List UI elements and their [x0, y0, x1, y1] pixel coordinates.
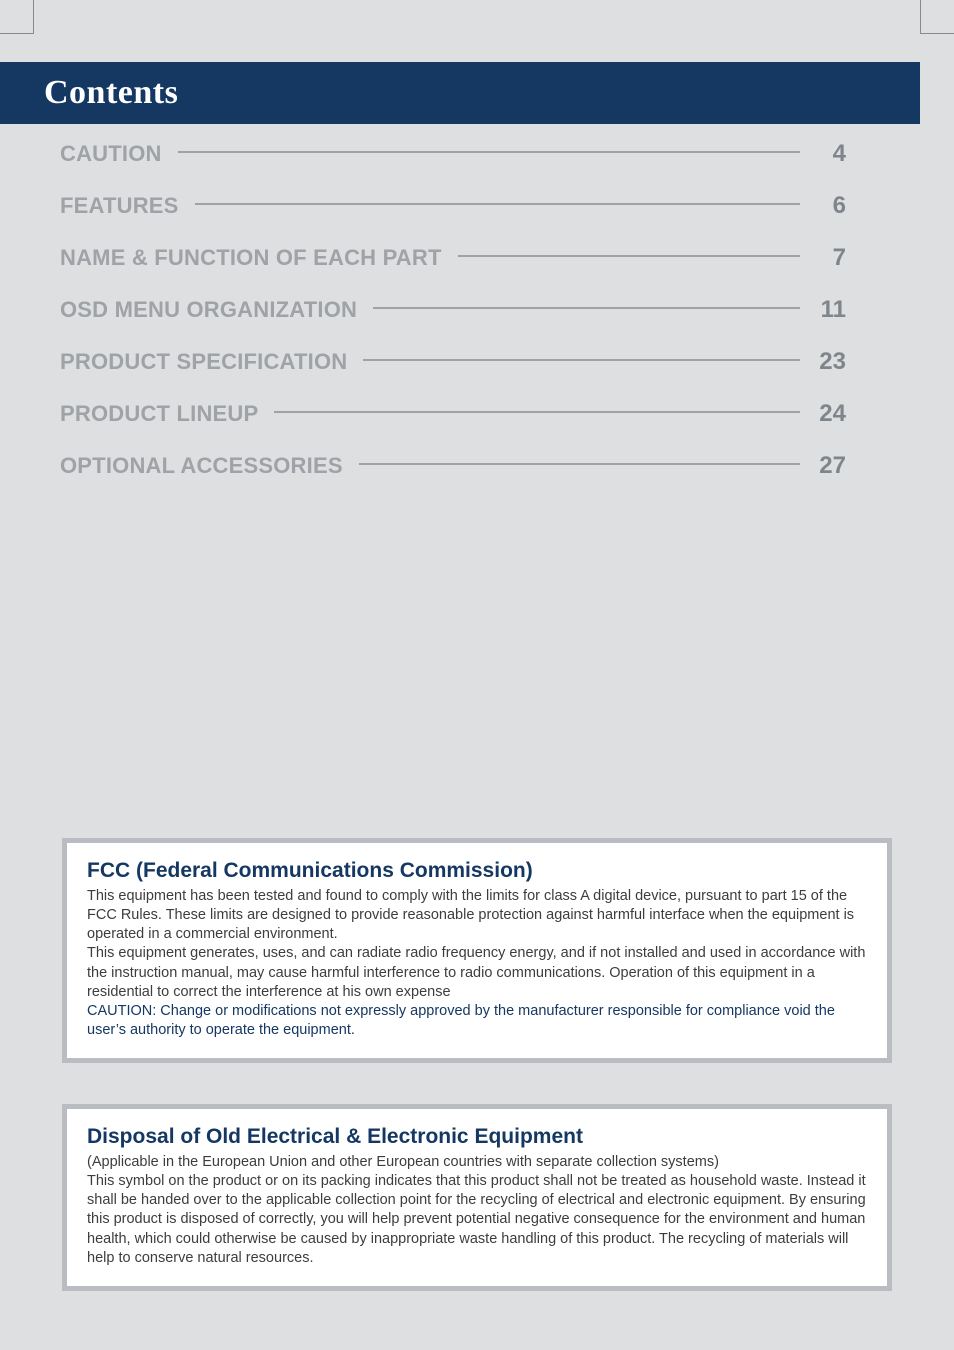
- toc-label: PRODUCT SPECIFICATION: [60, 349, 347, 375]
- toc-leader: [373, 307, 800, 309]
- weee-body: This symbol on the product or on its pac…: [87, 1172, 867, 1268]
- toc-row: OSD MENU ORGANIZATION 11: [60, 296, 846, 324]
- fcc-paragraph-1: This equipment has been tested and found…: [87, 887, 867, 944]
- crop-mark-top-right: [920, 0, 954, 34]
- toc-label: NAME & FUNCTION OF EACH PART: [60, 245, 442, 271]
- toc-page: 4: [812, 140, 846, 168]
- toc-leader: [195, 203, 800, 205]
- toc-leader: [178, 151, 800, 153]
- toc-page: 27: [812, 452, 846, 480]
- weee-title: Disposal of Old Electrical & Electronic …: [87, 1125, 867, 1149]
- toc-page: 7: [812, 244, 846, 272]
- toc-row: CAUTION 4: [60, 140, 846, 168]
- page-title: Contents: [44, 74, 178, 112]
- toc-row: PRODUCT LINEUP 24: [60, 400, 846, 428]
- crop-mark-top-left: [0, 0, 34, 34]
- toc-label: CAUTION: [60, 141, 162, 167]
- fcc-caution: CAUTION: Change or modifications not exp…: [87, 1002, 867, 1040]
- toc-leader: [359, 463, 800, 465]
- toc-label: FEATURES: [60, 193, 179, 219]
- weee-notice-box: Disposal of Old Electrical & Electronic …: [62, 1104, 892, 1291]
- toc-row: NAME & FUNCTION OF EACH PART 7: [60, 244, 846, 272]
- toc-row: PRODUCT SPECIFICATION 23: [60, 348, 846, 376]
- fcc-notice-box: FCC (Federal Communications Commission) …: [62, 838, 892, 1063]
- toc-page: 11: [812, 296, 846, 324]
- table-of-contents: CAUTION 4 FEATURES 6 NAME & FUNCTION OF …: [60, 140, 846, 504]
- toc-page: 24: [812, 400, 846, 428]
- header-bar: Contents: [0, 62, 920, 124]
- toc-label: OPTIONAL ACCESSORIES: [60, 453, 343, 479]
- toc-leader: [363, 359, 800, 361]
- toc-row: FEATURES 6: [60, 192, 846, 220]
- toc-page: 6: [812, 192, 846, 220]
- toc-leader: [458, 255, 800, 257]
- toc-leader: [274, 411, 800, 413]
- fcc-paragraph-2: This equipment generates, uses, and can …: [87, 944, 867, 1001]
- toc-label: PRODUCT LINEUP: [60, 401, 258, 427]
- toc-page: 23: [812, 348, 846, 376]
- fcc-title: FCC (Federal Communications Commission): [87, 859, 867, 883]
- toc-row: OPTIONAL ACCESSORIES 27: [60, 452, 846, 480]
- toc-label: OSD MENU ORGANIZATION: [60, 297, 357, 323]
- weee-subtitle: (Applicable in the European Union and ot…: [87, 1153, 867, 1172]
